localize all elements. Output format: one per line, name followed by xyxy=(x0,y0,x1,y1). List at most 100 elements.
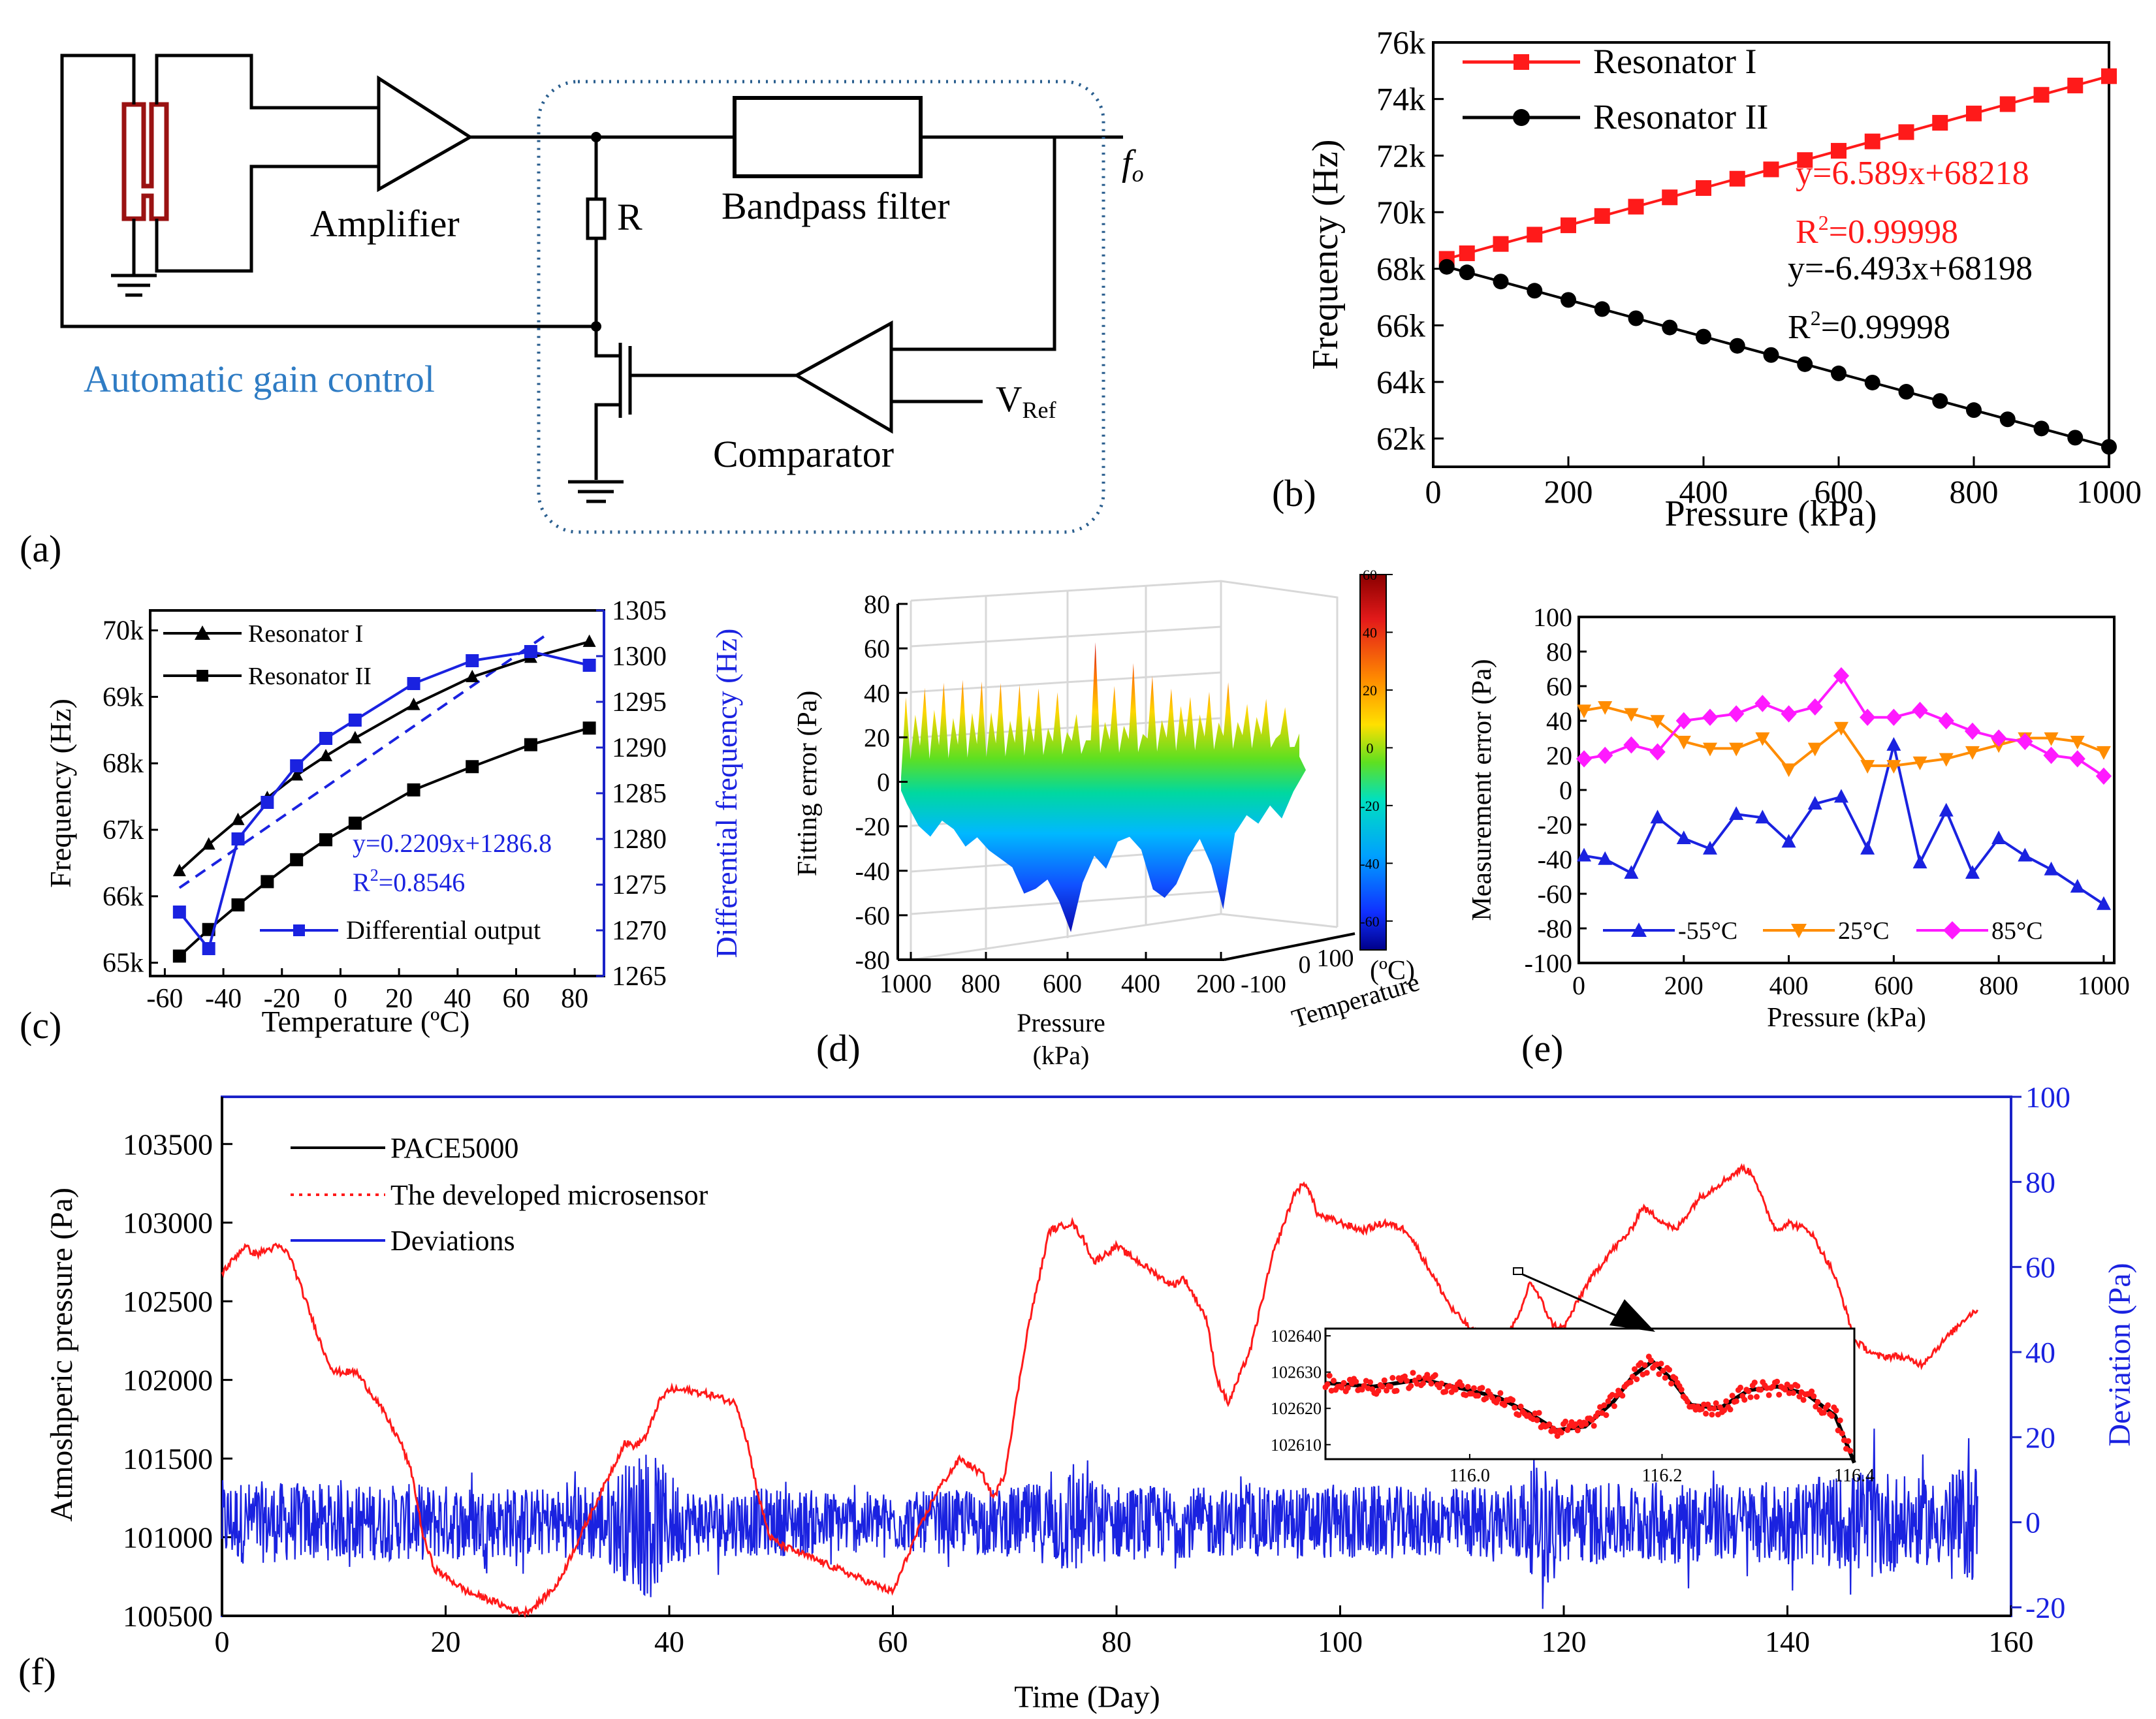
chart-c-y2tick-label: 1275 xyxy=(612,870,667,900)
chart-f-inset-point xyxy=(1634,1376,1640,1383)
chart-f-inset-point xyxy=(1432,1372,1438,1378)
legend-b-marker-2 xyxy=(1513,109,1530,126)
chart-f-inset-point xyxy=(1666,1366,1672,1373)
chart-f-inset-point xyxy=(1574,1427,1581,1434)
chart-f-inset-point xyxy=(1641,1362,1648,1368)
chart-f-y2tick-label: 60 xyxy=(2025,1251,2055,1284)
chart-b-series-2-point xyxy=(1527,283,1543,299)
chart-d-colorbar-tick-label: 0 xyxy=(1367,740,1374,756)
chart-e-frame xyxy=(1577,616,2116,964)
chart-b-ticks: 0 200 400 600 800 1000 62k 64k 66k 68k 70k 72k 74k 76… xyxy=(1376,24,2142,510)
chart-f-ytick-label: 101000 xyxy=(123,1521,213,1554)
chart-c-y2tick-label: 1290 xyxy=(612,733,667,763)
chart-c-y2tick-label: 1280 xyxy=(612,825,667,855)
chart-f-inset-point xyxy=(1404,1378,1410,1384)
chart-f-inset-point xyxy=(1495,1396,1502,1402)
chart-b-series-2-point xyxy=(1662,319,1678,336)
chart-e-series-2-point xyxy=(1939,753,1954,767)
chart-f-inset-point xyxy=(1829,1413,1835,1419)
chart-e-series-3-point xyxy=(2043,746,2059,765)
chart-e-series-2-point xyxy=(1729,742,1744,757)
chart-c-xtick-label: -20 xyxy=(264,984,300,1014)
legend-e-label-3: 85°C xyxy=(1991,917,2043,945)
chart-f-inset-point xyxy=(1483,1395,1489,1402)
chart-f-plot xyxy=(221,1163,1978,1619)
chart-f-inset-point xyxy=(1470,1385,1477,1391)
chart-f-inset-point xyxy=(1344,1385,1351,1391)
chart-b-series-1-point xyxy=(2067,77,2084,93)
chart-f-inset-point xyxy=(1741,1396,1748,1403)
chart-f-inset-point xyxy=(1815,1398,1821,1405)
chart-c-series-2-point xyxy=(172,949,186,963)
chart-e-series-3-point xyxy=(1938,712,1954,730)
chart-e-series-3-point xyxy=(1576,750,1593,768)
chart-f-inset-point xyxy=(1658,1361,1664,1367)
chart-c-series-3-point xyxy=(466,654,479,667)
chart-b-series-1-point xyxy=(1696,180,1711,196)
chart-f-inset-point xyxy=(1512,1404,1518,1411)
chart-f-inset-point xyxy=(1340,1380,1347,1386)
chart-f-inset-point xyxy=(1410,1370,1416,1376)
legend-b-marker-1 xyxy=(1514,54,1529,70)
chart-f-inset-point xyxy=(1379,1383,1386,1390)
chart-f-inset-point xyxy=(1723,1398,1730,1404)
chart-e-ytick-label: -100 xyxy=(1525,949,1572,978)
chart-e-series-1-point xyxy=(1991,830,2006,844)
chart-b-series-1-point xyxy=(1628,198,1644,215)
chart-e-series-3-point xyxy=(1623,736,1640,754)
chart-e-series-2-point xyxy=(1598,701,1613,715)
chart-e-series-2-point xyxy=(1755,732,1770,746)
chart-f-inset-point xyxy=(1387,1383,1394,1390)
chart-f-xtick-label: 120 xyxy=(1542,1625,1587,1658)
chart-f-inset-point xyxy=(1534,1417,1540,1423)
chart-b-xtick-label: 600 xyxy=(1815,473,1863,510)
legend-c-marker-1 xyxy=(195,625,210,640)
chart-c-series-1-point xyxy=(172,864,186,877)
chart-e-ticks: 0 200 400 600 800 1000 -100 -80 -60 -40 -20 0 20 40 60… xyxy=(1525,603,2130,1000)
chart-d-ztick-label: 60 xyxy=(864,634,890,663)
chart-b-r2-2: R2=0.99998 xyxy=(1788,306,1950,346)
chart-e-series-3-point xyxy=(1860,708,1876,726)
chart-f-inset-point xyxy=(1420,1380,1426,1387)
legend-e-marker-1 xyxy=(1631,923,1647,937)
chart-f-inset-point xyxy=(1764,1385,1770,1391)
chart-b-series-1-point xyxy=(1527,227,1543,243)
chart-f-inset-ytick-label: 102610 xyxy=(1271,1436,1322,1455)
chart-f-inset-point xyxy=(1510,1397,1516,1403)
chart-b-frame xyxy=(1432,41,2110,468)
chart-b-series-1-point xyxy=(1966,105,1982,121)
panel-label-c: (c) xyxy=(20,1004,61,1047)
chart-c-series-3-point xyxy=(202,942,215,955)
chart-f-inset-point xyxy=(1353,1378,1359,1385)
bandpass-filter-box xyxy=(733,96,923,178)
chart-c-series-3-point xyxy=(290,759,304,772)
chart-f-xtick-label: 0 xyxy=(215,1625,230,1658)
chart-f-inset-point xyxy=(1605,1398,1611,1404)
chart-c-eq: y=0.2209x+1286.8 xyxy=(353,828,552,858)
chart-b-series-2-point xyxy=(2033,420,2050,437)
chart-f-inset-ytick-label: 102620 xyxy=(1271,1399,1322,1418)
legend-b-label-2: Resonator II xyxy=(1593,97,1768,136)
chart-d-ttick-label: 100 xyxy=(1317,945,1354,972)
chart-f-xtick-label: 20 xyxy=(431,1625,461,1658)
chart-d-ztick-label: 20 xyxy=(864,723,890,752)
chart-d-xtick-label: 200 xyxy=(1196,969,1235,998)
chart-e-xtick-label: 0 xyxy=(1572,971,1585,1000)
chart-f-inset-point xyxy=(1475,1393,1482,1399)
chart-b-series-2-point xyxy=(1729,338,1745,354)
chart-c-xtick-label: 80 xyxy=(561,984,588,1014)
chart-f-inset-point xyxy=(1839,1430,1845,1437)
chart-e-series-1-point xyxy=(2018,847,2033,862)
chart-c-legend: Resonator I Resonator II Differential ou… xyxy=(163,620,541,945)
chart-d-xtick-label: 400 xyxy=(1121,969,1160,998)
chart-d-ttick-label: 0 xyxy=(1299,951,1311,979)
chart-e-series-3-point xyxy=(1886,708,1902,726)
chart-c-series-3-point xyxy=(524,645,537,658)
chart-e-ytick-label: 60 xyxy=(1546,672,1572,701)
chart-e-series-2-point xyxy=(2096,746,2111,760)
chart-e-ytick-label: -80 xyxy=(1538,914,1572,943)
chart-c-xtick-label: 0 xyxy=(334,984,347,1014)
chart-b-series-1-point xyxy=(1797,152,1813,168)
chart-e-xtick-label: 600 xyxy=(1874,971,1913,1000)
chart-d-taxis xyxy=(1224,932,1355,961)
